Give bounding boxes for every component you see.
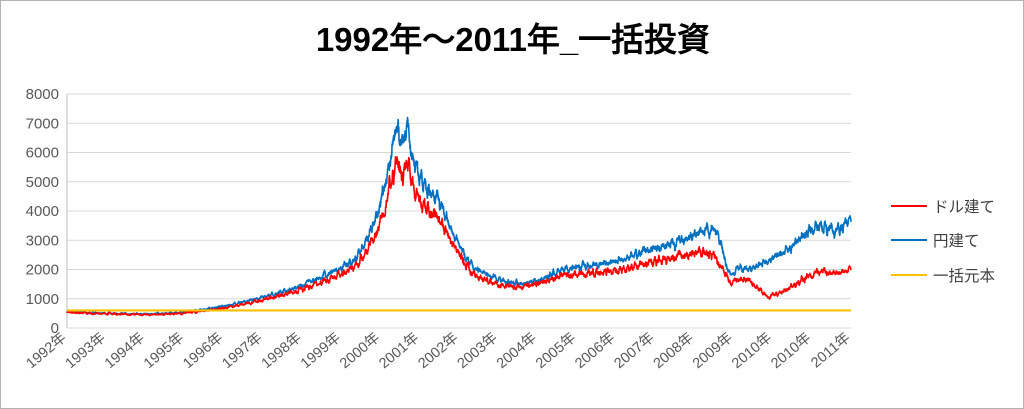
svg-text:2009年: 2009年 xyxy=(689,329,736,372)
svg-text:2002年: 2002年 xyxy=(415,329,462,372)
svg-text:2004年: 2004年 xyxy=(493,329,540,372)
svg-text:1000: 1000 xyxy=(26,291,59,308)
svg-text:2007年: 2007年 xyxy=(611,329,658,372)
svg-text:1996年: 1996年 xyxy=(180,329,227,372)
svg-text:1993年: 1993年 xyxy=(62,329,109,372)
svg-text:3000: 3000 xyxy=(26,232,59,249)
svg-text:2008年: 2008年 xyxy=(650,329,697,372)
svg-text:2000: 2000 xyxy=(26,262,59,279)
svg-text:7000: 7000 xyxy=(26,115,59,132)
svg-text:1999年: 1999年 xyxy=(297,329,344,372)
svg-text:2003年: 2003年 xyxy=(454,329,501,372)
svg-text:1995年: 1995年 xyxy=(140,329,187,372)
svg-text:1998年: 1998年 xyxy=(258,329,305,372)
svg-text:2010年: 2010年 xyxy=(728,329,775,372)
svg-text:2005年: 2005年 xyxy=(532,329,579,372)
svg-text:2006年: 2006年 xyxy=(572,329,619,372)
svg-text:2011年: 2011年 xyxy=(808,329,854,371)
svg-text:5000: 5000 xyxy=(26,174,59,191)
svg-text:1992年: 1992年 xyxy=(23,329,70,372)
svg-text:1994年: 1994年 xyxy=(101,329,148,372)
svg-text:2000年: 2000年 xyxy=(336,329,383,372)
svg-text:8000: 8000 xyxy=(26,86,59,103)
svg-text:2001年: 2001年 xyxy=(376,329,423,372)
svg-text:2010年: 2010年 xyxy=(768,329,815,372)
svg-text:4000: 4000 xyxy=(26,203,59,220)
svg-text:6000: 6000 xyxy=(26,145,59,162)
svg-text:1997年: 1997年 xyxy=(219,329,266,372)
